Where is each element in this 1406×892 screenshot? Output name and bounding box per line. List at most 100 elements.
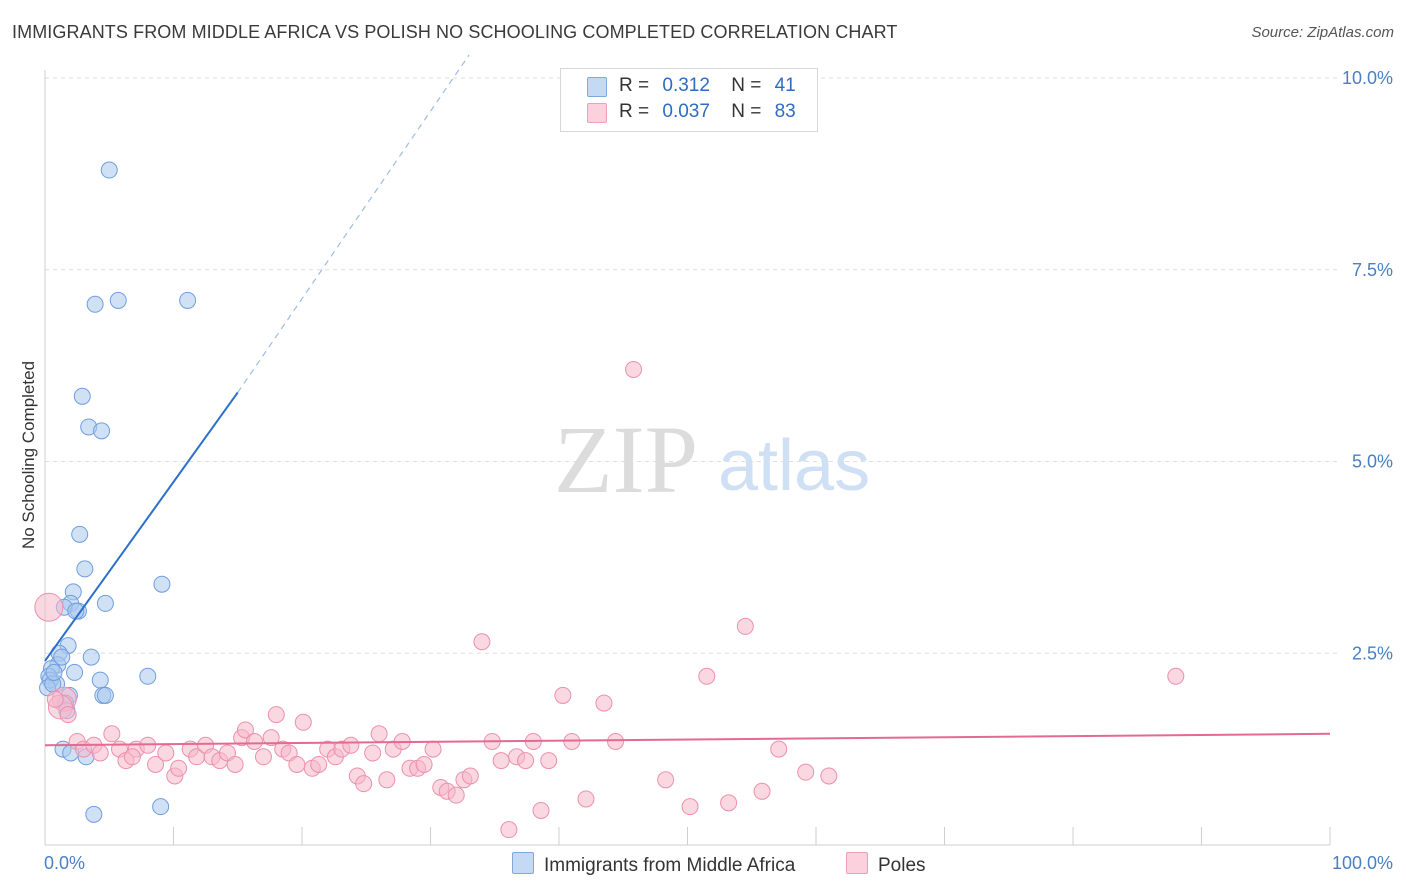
point-poles <box>91 744 109 762</box>
point-poles <box>288 755 306 773</box>
point-poles <box>147 755 165 773</box>
point-poles <box>1167 667 1185 685</box>
y-tick-label: 7.5% <box>1352 260 1393 280</box>
point-poles <box>492 752 510 770</box>
point-middle-africa <box>139 667 157 685</box>
point-poles <box>625 360 643 378</box>
point-middle-africa <box>179 291 197 309</box>
point-poles <box>342 736 360 754</box>
x-tick-label: 0.0% <box>44 853 85 873</box>
point-middle-africa <box>76 560 94 578</box>
point-poles <box>370 725 388 743</box>
watermark: ZIP atlas <box>554 406 870 513</box>
point-poles <box>447 786 465 804</box>
point-poles <box>294 713 312 731</box>
gridlines <box>45 77 1338 654</box>
point-middle-africa <box>91 671 109 689</box>
point-middle-africa <box>96 594 114 612</box>
point-poles <box>500 821 518 839</box>
watermark-atlas: atlas <box>718 426 870 506</box>
legend-n-label: N = <box>731 75 762 96</box>
source-label: Source: ZipAtlas.com <box>1251 24 1394 41</box>
point-poles <box>770 740 788 758</box>
legend-n-value: 41 <box>774 75 796 96</box>
point-middle-africa <box>53 648 71 666</box>
point-poles <box>170 759 188 777</box>
point-poles <box>46 690 64 708</box>
point-middle-africa <box>85 805 103 823</box>
point-poles <box>364 744 382 762</box>
point-poles <box>720 794 738 812</box>
legend-swatch-blue <box>587 77 607 97</box>
point-poles <box>681 798 699 816</box>
point-poles <box>461 767 479 785</box>
point-middle-africa <box>153 575 171 593</box>
point-poles <box>415 755 433 773</box>
bottom-legend-swatch-blue <box>512 852 534 874</box>
point-poles <box>554 686 572 704</box>
point-poles <box>532 801 550 819</box>
point-poles <box>157 744 175 762</box>
point-middle-africa <box>109 291 127 309</box>
point-poles <box>753 782 771 800</box>
point-poles <box>355 775 373 793</box>
bottom-legend-swatch-pink <box>846 852 868 874</box>
bottom-legend-label: Immigrants from Middle Africa <box>544 855 796 876</box>
point-middle-africa <box>100 161 118 179</box>
stats-legend: R = 0.312 N = 41 R = 0.037 N = 83 <box>560 68 818 132</box>
legend-r-value: 0.037 <box>662 101 710 122</box>
point-poles <box>245 732 263 750</box>
point-poles <box>378 771 396 789</box>
bottom-legend-label: Poles <box>878 855 926 876</box>
point-poles <box>236 721 254 739</box>
point-poles <box>797 763 815 781</box>
point-poles <box>517 752 535 770</box>
point-poles <box>267 706 285 724</box>
point-poles <box>698 667 716 685</box>
point-poles <box>540 752 558 770</box>
data-points <box>34 161 1185 839</box>
point-poles <box>226 755 244 773</box>
point-middle-africa <box>73 387 91 405</box>
point-poles <box>577 790 595 808</box>
tick-labels: 2.5% 5.0% 7.5% 10.0% 0.0% 100.0% <box>44 68 1393 873</box>
trend-line-middle-africa <box>44 391 239 662</box>
legend-swatch-pink <box>587 103 607 123</box>
point-poles <box>736 617 754 635</box>
legend-r-label: R = <box>619 75 650 96</box>
point-poles <box>103 725 121 743</box>
legend-r-label: R = <box>619 101 650 122</box>
bottom-legend-poles[interactable]: Poles <box>846 852 926 877</box>
point-poles <box>820 767 838 785</box>
point-poles <box>59 706 77 724</box>
point-poles <box>607 732 625 750</box>
point-middle-africa <box>66 663 84 681</box>
y-tick-label: 2.5% <box>1352 643 1393 663</box>
legend-n-label: N = <box>731 101 762 122</box>
point-poles <box>473 633 491 651</box>
point-poles <box>595 694 613 712</box>
legend-n-value: 83 <box>774 101 796 122</box>
point-poles <box>262 729 280 747</box>
bottom-legend-middle-africa[interactable]: Immigrants from Middle Africa <box>512 852 795 877</box>
point-middle-africa <box>82 648 100 666</box>
point-poles <box>254 748 272 766</box>
point-middle-africa <box>71 525 89 543</box>
point-middle-africa <box>45 663 63 681</box>
trend-lines <box>44 54 1331 747</box>
y-tick-label: 5.0% <box>1352 452 1393 472</box>
point-middle-africa <box>96 686 114 704</box>
point-middle-africa <box>93 422 111 440</box>
point-poles <box>34 592 64 622</box>
point-middle-africa <box>86 295 104 313</box>
point-poles <box>657 771 675 789</box>
trend-line-middle-africa-extension <box>237 54 470 393</box>
chart-title: IMMIGRANTS FROM MIDDLE AFRICA VS POLISH … <box>12 22 898 42</box>
point-middle-africa <box>152 798 170 816</box>
trend-line-poles <box>44 732 1331 747</box>
legend-r-value: 0.312 <box>662 75 710 96</box>
point-poles <box>123 748 141 766</box>
y-axis-label: No Schooling Completed <box>19 361 38 549</box>
x-tick-label: 100.0% <box>1332 853 1393 873</box>
